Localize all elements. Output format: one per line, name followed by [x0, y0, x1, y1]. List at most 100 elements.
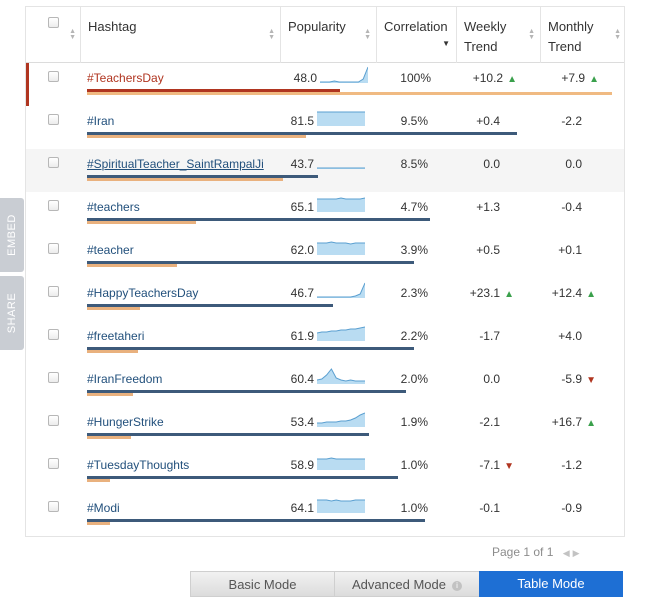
monthly-trend: 0.0 [546, 157, 596, 171]
sparkline-area [320, 67, 368, 83]
weekly-trend-text: -2.1 [479, 415, 500, 429]
table-row[interactable]: #SpiritualTeacher_SaintRampalJi 43.7 8.5% 0… [26, 149, 624, 192]
table-row[interactable]: #TeachersDay 48.0 100% +10.2 ▲ +7.9 ▲ [26, 63, 624, 106]
sparkline-area [317, 458, 365, 470]
monthly-trend: +12.4 ▲ [546, 286, 596, 300]
header-monthly-label-2: Trend [548, 39, 582, 54]
table-row[interactable]: #Iran 81.5 9.5% +0.4 -2.2 [26, 106, 624, 149]
hashtag-link[interactable]: #Iran [87, 114, 115, 128]
correlation-bar [87, 350, 138, 353]
hashtag-link[interactable]: #HappyTeachersDay [87, 286, 199, 300]
trend-up-icon: ▲ [507, 74, 517, 85]
hashtag-link[interactable]: #IranFreedom [87, 372, 163, 386]
trend-up-icon: ▲ [586, 418, 596, 429]
row-checkbox[interactable] [48, 501, 59, 512]
share-tab[interactable]: SHARE [0, 276, 24, 350]
next-page-icon[interactable]: ▶ [572, 548, 583, 558]
table-row[interactable]: #freetaheri 61.9 2.2% -1.7 +4.0 [26, 321, 624, 364]
popularity-sparkline [317, 111, 365, 126]
sparkline-area [317, 413, 365, 427]
correlation-value: 2.3% [400, 286, 428, 300]
weekly-trend-text: +10.2 [472, 71, 504, 85]
popularity-sparkline [317, 368, 365, 384]
hashtag-link[interactable]: #SpiritualTeacher_SaintRampalJi [87, 157, 264, 171]
row-checkbox[interactable] [48, 243, 59, 254]
header-weekly-label-2: Trend [464, 39, 498, 54]
basic-mode-button[interactable]: Basic Mode [190, 571, 335, 597]
monthly-trend: -2.2 [546, 114, 596, 128]
embed-tab-label: EMBED [6, 214, 18, 256]
header-hashtag[interactable]: Hashtag ▲ ▼ [80, 7, 280, 63]
header-weekly-trend[interactable]: Weekly Trend ▲ ▼ [456, 7, 540, 63]
header-correlation-label: Correlation [384, 19, 448, 34]
popularity-value: 65.1 [290, 200, 314, 214]
table-mode-button[interactable]: Table Mode [479, 571, 623, 597]
row-checkbox[interactable] [48, 329, 59, 340]
monthly-trend: +0.1 [546, 243, 596, 257]
row-checkbox[interactable] [48, 157, 59, 168]
table-row[interactable]: #teacher 62.0 3.9% +0.5 +0.1 [26, 235, 624, 278]
header-monthly-trend[interactable]: Monthly Trend ▲ ▼ [540, 7, 626, 63]
popularity-bar [87, 304, 333, 307]
popularity-sparkline [317, 282, 365, 298]
popularity-value: 43.7 [290, 157, 314, 171]
row-checkbox[interactable] [48, 372, 59, 383]
row-checkbox[interactable] [48, 114, 59, 125]
row-checkbox[interactable] [48, 200, 59, 211]
weekly-trend: +0.5 [466, 243, 514, 257]
weekly-trend: +10.2 ▲ [469, 71, 517, 85]
table-row[interactable]: #HappyTeachersDay 46.7 2.3% +23.1 ▲ +12.4 ▲ [26, 278, 624, 321]
table-row[interactable]: #TuesdayThoughts 58.9 1.0% -7.1 ▼ -1.2 [26, 450, 624, 493]
correlation-value: 1.0% [400, 458, 428, 472]
table-row[interactable]: #HungerStrike 53.4 1.9% -2.1 +16.7 ▲ [26, 407, 624, 450]
sparkline-line [317, 197, 365, 200]
popularity-bar [87, 476, 398, 479]
row-checkbox[interactable] [48, 415, 59, 426]
hashtag-link[interactable]: #teachers [87, 200, 140, 214]
weekly-trend: -2.1 [466, 415, 514, 429]
popularity-bar [87, 175, 318, 178]
info-icon[interactable]: i [451, 580, 462, 591]
hashtag-link[interactable]: #teacher [87, 243, 134, 257]
prev-page-icon[interactable]: ◀ [562, 548, 573, 558]
popularity-bar [87, 433, 369, 436]
header-weekly-label-1: Weekly [464, 19, 507, 34]
select-all-checkbox[interactable] [48, 17, 59, 28]
monthly-trend: -0.4 [546, 200, 596, 214]
weekly-trend: 0.0 [466, 157, 514, 171]
hashtag-link[interactable]: #TeachersDay [87, 71, 164, 85]
hashtag-link[interactable]: #HungerStrike [87, 415, 164, 429]
popularity-bar [87, 519, 425, 522]
header-correlation[interactable]: Correlation ▼ [376, 7, 456, 63]
correlation-bar [87, 221, 196, 224]
weekly-trend-text: +1.3 [476, 200, 500, 214]
header-popularity[interactable]: Popularity ▲ ▼ [280, 7, 376, 63]
popularity-bar [87, 347, 414, 350]
popularity-bar [87, 390, 406, 393]
monthly-trend-text: -1.2 [561, 458, 582, 472]
row-checkbox[interactable] [48, 286, 59, 297]
advanced-mode-button[interactable]: Advanced Mode i [335, 571, 479, 597]
table-header: ▲ ▼ Hashtag ▲ ▼ Popularity ▲ ▼ Correlation … [26, 7, 624, 63]
correlation-bar [87, 264, 177, 267]
sparkline-line [320, 66, 368, 83]
header-select-all[interactable]: ▲ ▼ [26, 7, 80, 63]
table-row[interactable]: #Modi 64.1 1.0% -0.1 -0.9 [26, 493, 624, 536]
share-tab-label: SHARE [6, 292, 18, 334]
monthly-trend-text: +4.0 [558, 329, 582, 343]
hashtag-link[interactable]: #freetaheri [87, 329, 145, 343]
hashtag-link[interactable]: #TuesdayThoughts [87, 458, 190, 472]
row-checkbox[interactable] [48, 458, 59, 469]
row-checkbox[interactable] [48, 71, 59, 82]
table-mode-label: Table Mode [517, 576, 585, 591]
embed-tab[interactable]: EMBED [0, 198, 24, 272]
popularity-value: 46.7 [290, 286, 314, 300]
table-row[interactable]: #teachers 65.1 4.7% +1.3 -0.4 [26, 192, 624, 235]
table-row[interactable]: #IranFreedom 60.4 2.0% 0.0 -5.9 ▼ [26, 364, 624, 407]
correlation-bar [87, 436, 131, 439]
popularity-sparkline [317, 167, 365, 169]
hashtag-link[interactable]: #Modi [87, 501, 120, 515]
pager: Page 1 of 1 ◀▶ [492, 545, 583, 559]
monthly-trend-text: -5.9 [561, 372, 583, 386]
sparkline-line [317, 499, 365, 502]
